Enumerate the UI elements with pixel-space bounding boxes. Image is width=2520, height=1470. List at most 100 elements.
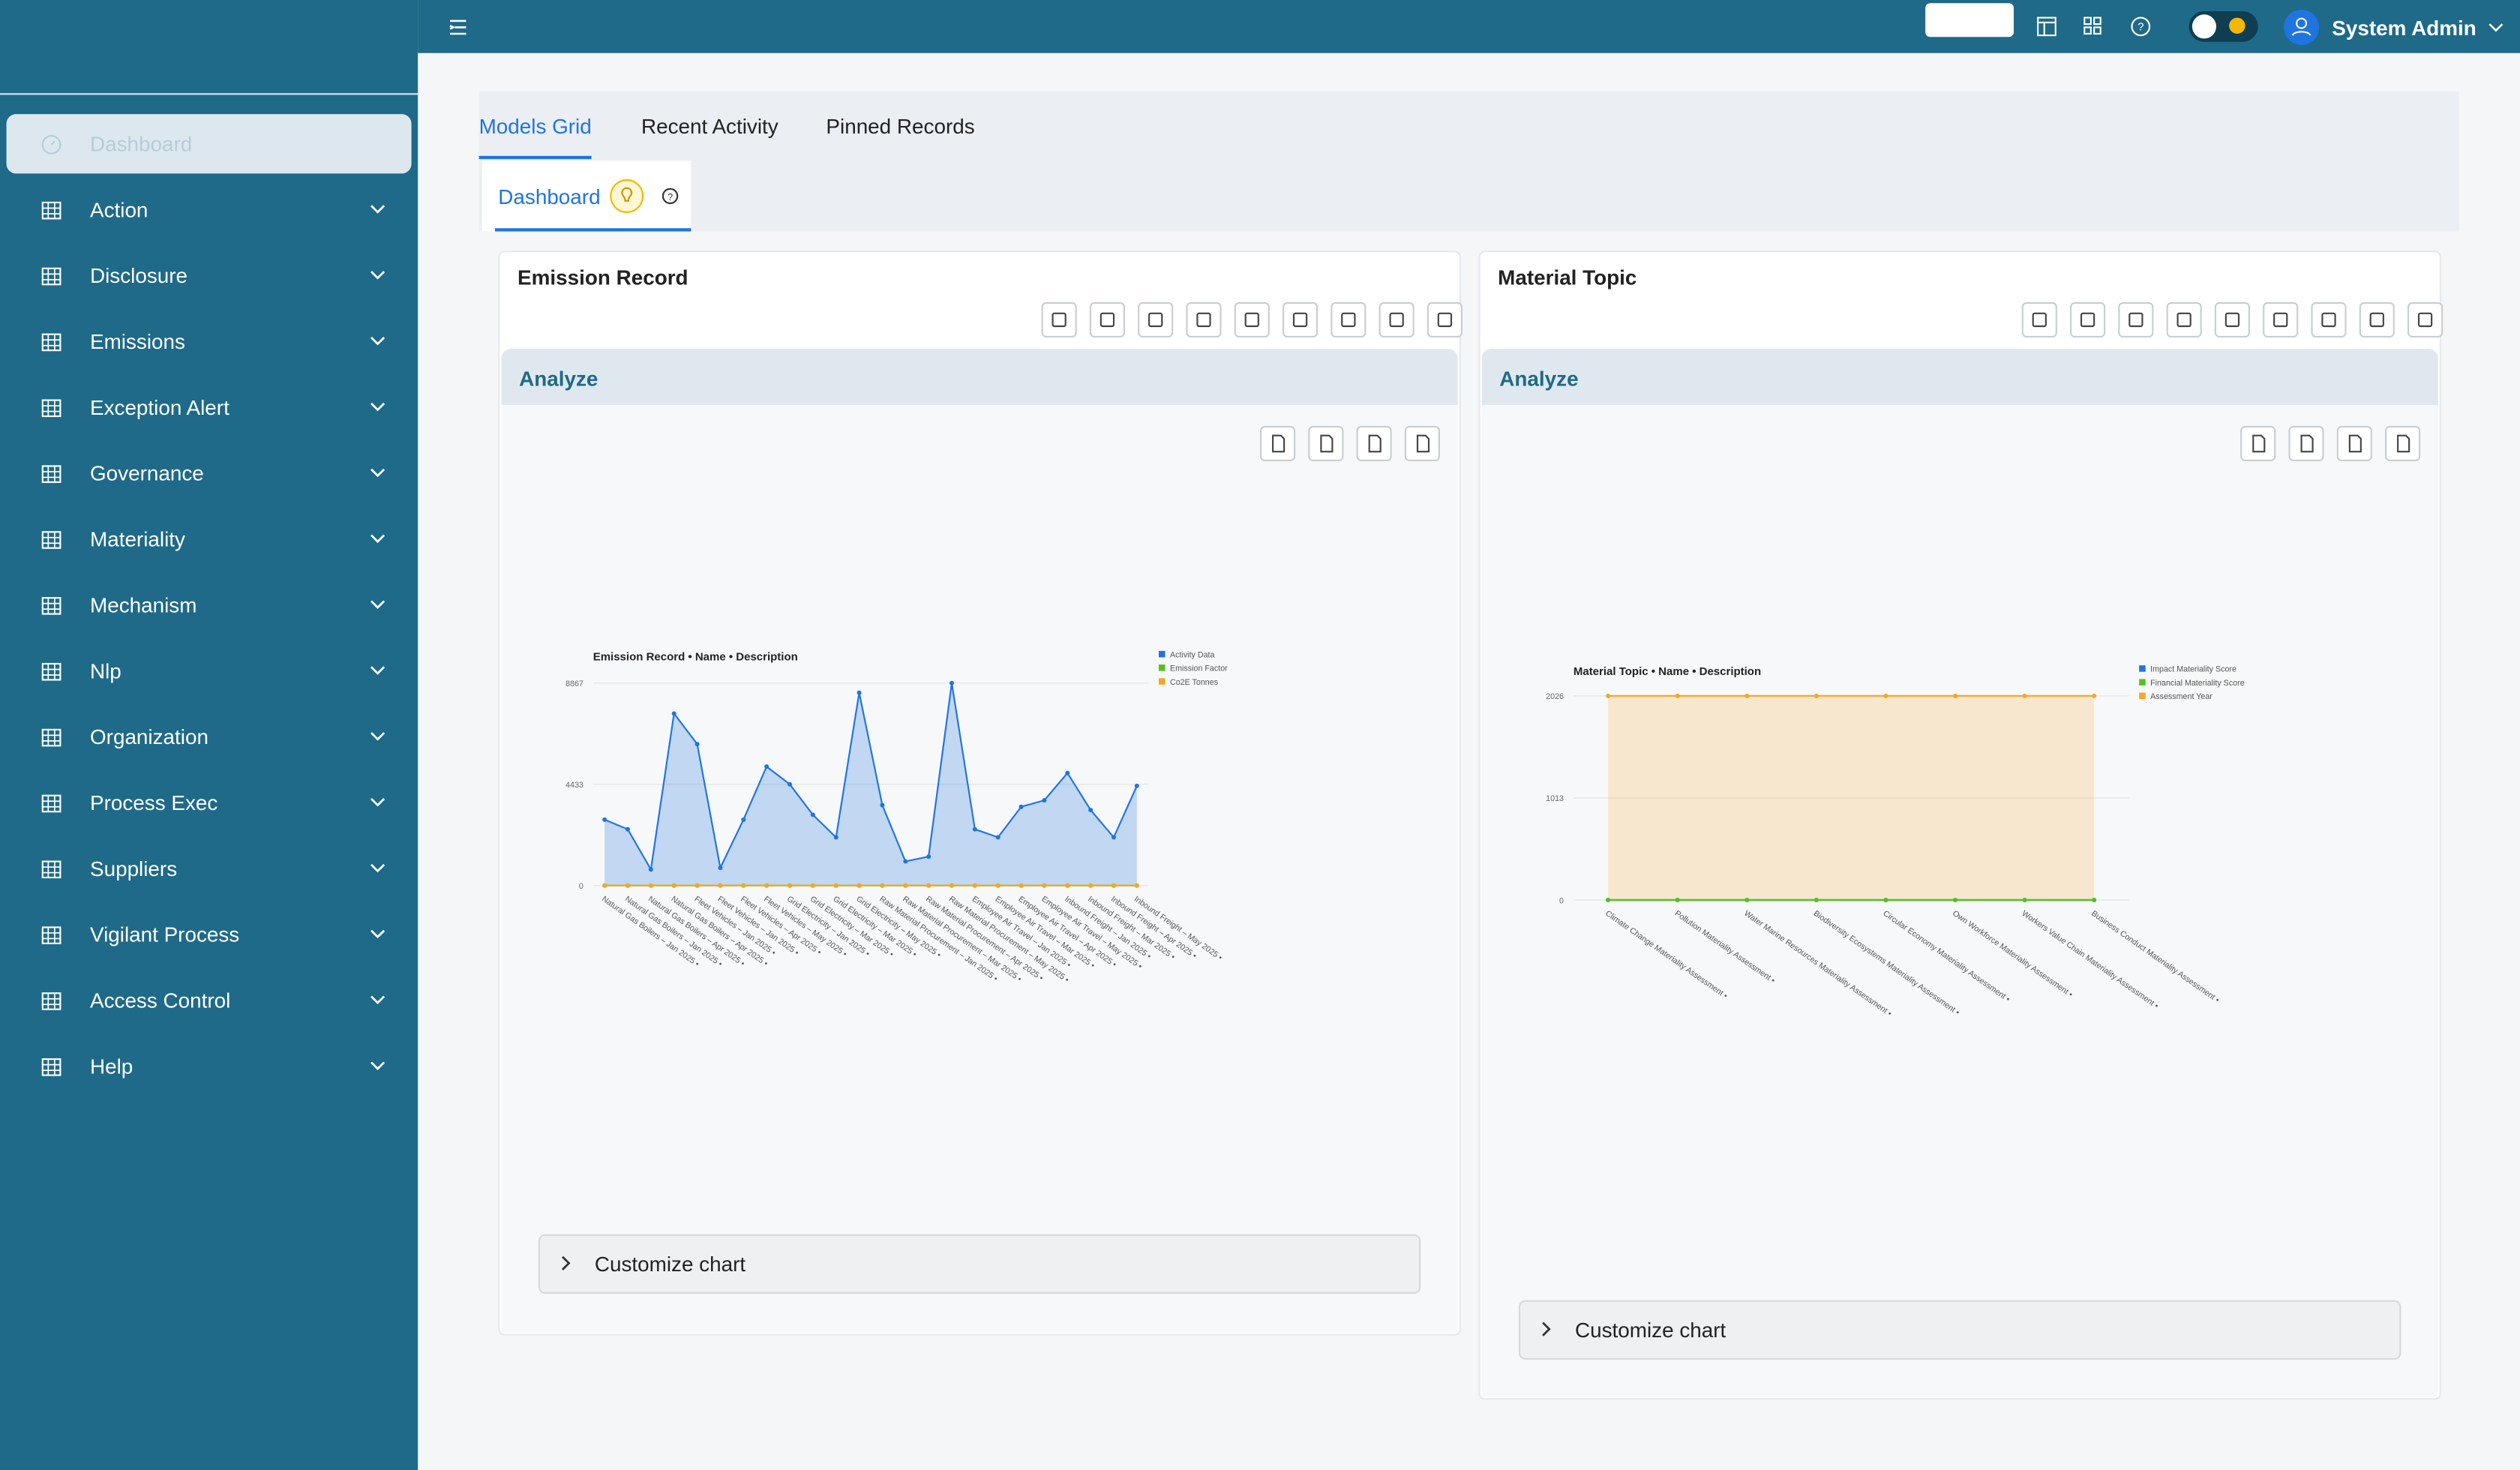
nav-item[interactable]: Organization (7, 707, 412, 766)
nav-label[interactable]: Access Control (90, 988, 231, 1012)
customize-chart[interactable]: Customize chart (1518, 1300, 2402, 1360)
point (1088, 883, 1094, 888)
nav-item[interactable]: Vigilant Process (7, 904, 412, 964)
tab[interactable]: Models Grid (478, 114, 592, 139)
nav-label[interactable]: Organization (90, 724, 208, 749)
point (1111, 883, 1116, 888)
subtab-icons[interactable]: ? (609, 178, 683, 217)
point (1111, 835, 1116, 840)
nav-label[interactable]: Help (90, 1054, 134, 1078)
legend-label: Activity Data (1170, 650, 1215, 659)
point (648, 867, 653, 872)
toolbar-icons[interactable]: ? (2035, 14, 2163, 40)
export-button[interactable] (2240, 425, 2276, 461)
export-button[interactable] (2336, 425, 2372, 461)
toolbar-button[interactable] (2021, 302, 2057, 338)
legend-swatch (2139, 665, 2146, 672)
toolbar-button[interactable] (1041, 302, 1077, 338)
export-button[interactable] (1356, 425, 1392, 461)
search-box[interactable] (1925, 3, 2014, 38)
tab[interactable]: Pinned Records (826, 114, 975, 139)
point (2092, 693, 2097, 698)
nav-label[interactable]: Action (90, 197, 148, 222)
nav-item[interactable]: Access Control (7, 970, 412, 1030)
section-title: Analyze (1499, 366, 1579, 391)
nav-label[interactable]: Dashboard (90, 131, 193, 156)
tab[interactable]: Recent Activity (641, 114, 778, 139)
chart-area (501, 405, 1458, 1333)
nav-item[interactable]: Dashboard (6, 114, 412, 174)
nav-label[interactable]: Materiality (90, 526, 185, 551)
toolbar-button[interactable] (2311, 302, 2347, 338)
point (950, 680, 954, 686)
toolbar-button[interactable] (1234, 302, 1270, 338)
nav-item[interactable]: Exception Alert (7, 378, 412, 437)
subtab[interactable]: Dashboard (498, 184, 601, 209)
nav-item[interactable]: Disclosure (7, 246, 412, 305)
toolbar-button[interactable] (1138, 302, 1174, 338)
nav-label[interactable]: Suppliers (90, 856, 178, 881)
menu-toggle[interactable] (447, 16, 470, 38)
nav-item[interactable]: Emissions (7, 312, 412, 371)
user-menu-chevron[interactable] (2486, 20, 2506, 35)
nav-label[interactable]: Mechanism (90, 592, 197, 617)
point (694, 742, 700, 747)
top-bar: ? System Admin (418, 0, 2520, 53)
nav-item[interactable]: Suppliers (7, 839, 412, 898)
user-name[interactable]: System Admin (2332, 16, 2476, 40)
user-avatar[interactable] (2284, 9, 2320, 45)
toolbar-button[interactable] (2263, 302, 2299, 338)
nav-item[interactable]: Materiality (7, 509, 412, 568)
point (1134, 783, 1139, 788)
y-tick-label: 4433 (566, 781, 584, 790)
legend-label: Assessment Year (2150, 692, 2212, 701)
export-button[interactable] (1404, 425, 1440, 461)
nav-label[interactable]: Nlp (90, 658, 122, 683)
theme-toggle[interactable] (2188, 11, 2258, 42)
nav-item[interactable]: Process Exec (7, 773, 412, 832)
toolbar-button[interactable] (1089, 302, 1125, 338)
nav-label[interactable]: Exception Alert (90, 395, 230, 420)
point (903, 859, 908, 864)
customize-chart[interactable]: Customize chart (538, 1234, 1421, 1294)
point (2092, 897, 2097, 902)
export-button[interactable] (1308, 425, 1344, 461)
point (694, 883, 700, 888)
point (810, 883, 815, 888)
point (926, 854, 932, 860)
toolbar-button[interactable] (1186, 302, 1222, 338)
toolbar-button[interactable] (2070, 302, 2106, 338)
x-tick-label: Biodiversity Ecosystems Materiality Asse… (1812, 909, 1961, 1017)
nav-label[interactable]: Governance (90, 461, 204, 486)
toolbar-button[interactable] (2118, 302, 2154, 338)
nav-label[interactable]: Process Exec (90, 790, 218, 815)
section-title: Analyze (519, 366, 598, 391)
svg-text:?: ? (668, 191, 673, 202)
point (995, 883, 1000, 888)
section-header[interactable]: Analyze (501, 349, 1458, 405)
chart-title: Emission Record • Name • Description (593, 651, 798, 664)
toolbar-button[interactable] (2166, 302, 2202, 338)
nav-item[interactable]: Mechanism (7, 575, 412, 634)
nav-item[interactable]: Action (7, 180, 412, 239)
export-button[interactable] (2288, 425, 2324, 461)
nav-label[interactable]: Vigilant Process (90, 922, 240, 947)
chart-title: Material Topic • Name • Description (1574, 665, 1761, 678)
toolbar-button[interactable] (1330, 302, 1366, 338)
toolbar-button[interactable] (2359, 302, 2395, 338)
nav-item[interactable]: Nlp (7, 641, 412, 700)
export-button[interactable] (1260, 425, 1296, 461)
export-button[interactable] (2385, 425, 2421, 461)
point (1606, 693, 1611, 698)
nav-label[interactable]: Disclosure (90, 263, 188, 288)
toolbar-button[interactable] (1282, 302, 1318, 338)
toolbar-button[interactable] (1426, 302, 1462, 338)
toolbar-button[interactable] (2214, 302, 2250, 338)
section-header[interactable]: Analyze (1481, 349, 2438, 405)
nav-label[interactable]: Emissions (90, 329, 185, 354)
nav-item[interactable]: Governance (7, 443, 412, 502)
nav-item[interactable]: Help (7, 1036, 412, 1096)
toolbar-button[interactable] (1378, 302, 1414, 338)
toolbar-button[interactable] (2408, 302, 2444, 338)
point (788, 883, 792, 888)
